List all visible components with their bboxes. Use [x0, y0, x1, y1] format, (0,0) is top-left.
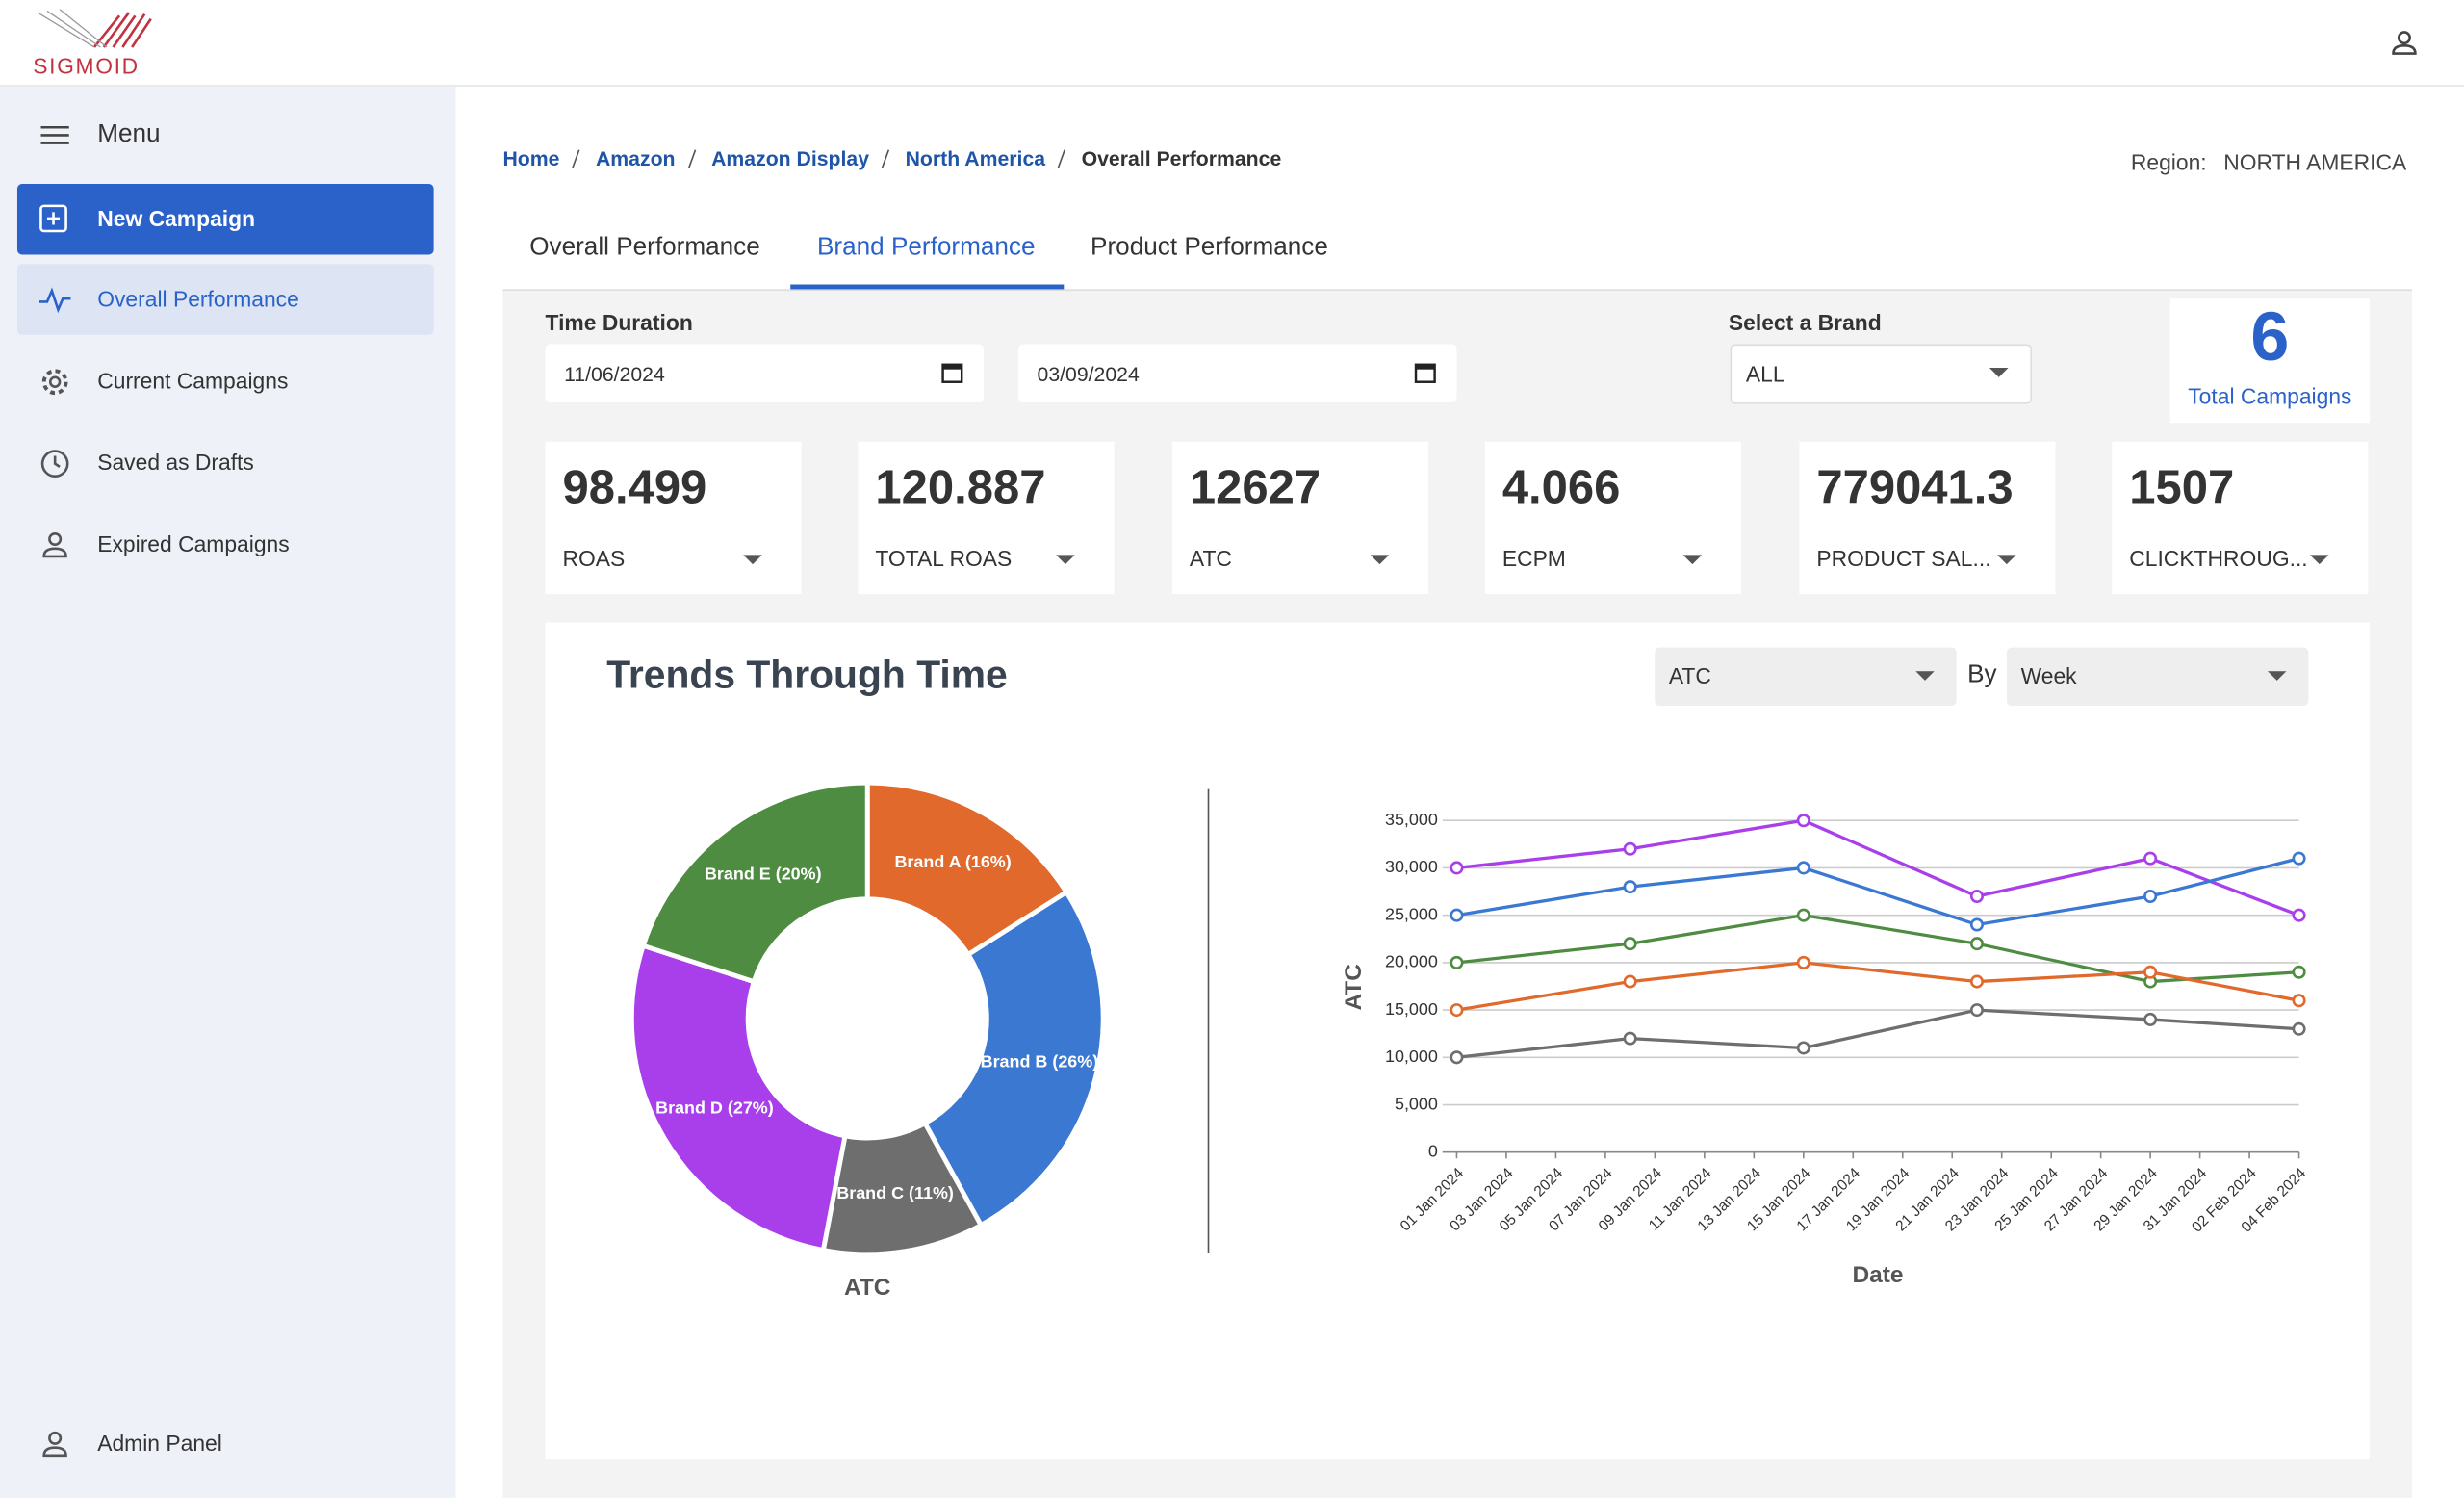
line-series	[1456, 1010, 2298, 1057]
y-tick-label: 30,000	[1385, 857, 1438, 876]
line-point	[1451, 957, 1462, 968]
line-point	[1798, 815, 1809, 826]
line-point	[1451, 910, 1462, 920]
line-point	[2294, 967, 2304, 977]
line-point	[1451, 1004, 1462, 1015]
y-tick-label: 15,000	[1385, 999, 1438, 1019]
line-point	[1971, 891, 1982, 901]
line-point	[2294, 995, 2304, 1006]
y-tick-label: 5,000	[1395, 1094, 1438, 1113]
x-axis-title: Date	[1852, 1262, 1903, 1288]
line-point	[1971, 938, 1982, 948]
caret	[1056, 555, 1075, 564]
slice-label: Brand A (16%)	[894, 852, 1011, 871]
line-point	[1798, 863, 1809, 873]
slice-label: Brand D (27%)	[655, 1098, 774, 1118]
line-point	[1971, 976, 1982, 987]
line-point	[2294, 910, 2304, 920]
line-point	[1625, 843, 1635, 854]
y-tick-label: 20,000	[1385, 952, 1438, 971]
line-point	[2144, 967, 2155, 977]
caret	[743, 555, 762, 564]
caret	[2310, 555, 2329, 564]
line-point	[1625, 881, 1635, 892]
line-point	[1625, 976, 1635, 987]
pie-title: ATC	[844, 1275, 890, 1301]
slice-label: Brand E (20%)	[705, 864, 822, 883]
line-point	[1798, 957, 1809, 968]
line-point	[1798, 1043, 1809, 1053]
line-point	[1625, 938, 1635, 948]
line-point	[1971, 1004, 1982, 1015]
line-point	[2144, 1014, 2155, 1024]
y-tick-label: 0	[1428, 1141, 1438, 1160]
y-axis-title: ATC	[1341, 964, 1367, 1010]
line-point	[1451, 863, 1462, 873]
y-tick-label: 35,000	[1385, 810, 1438, 829]
line-point	[1625, 1033, 1635, 1044]
y-tick-label: 10,000	[1385, 1047, 1438, 1066]
line-point	[2294, 1023, 2304, 1034]
caret	[1997, 555, 2016, 564]
y-tick-label: 25,000	[1385, 904, 1438, 923]
line-point	[2144, 853, 2155, 864]
line-point	[2144, 891, 2155, 901]
caret	[1683, 555, 1703, 564]
caret	[1371, 555, 1390, 564]
line-point	[1451, 1052, 1462, 1063]
line-series	[1456, 963, 2298, 1010]
line-point	[1798, 910, 1809, 920]
line-point	[1971, 919, 1982, 930]
slice-label: Brand B (26%)	[981, 1052, 1099, 1072]
line-point	[2294, 853, 2304, 864]
slice-label: Brand C (11%)	[836, 1183, 954, 1202]
